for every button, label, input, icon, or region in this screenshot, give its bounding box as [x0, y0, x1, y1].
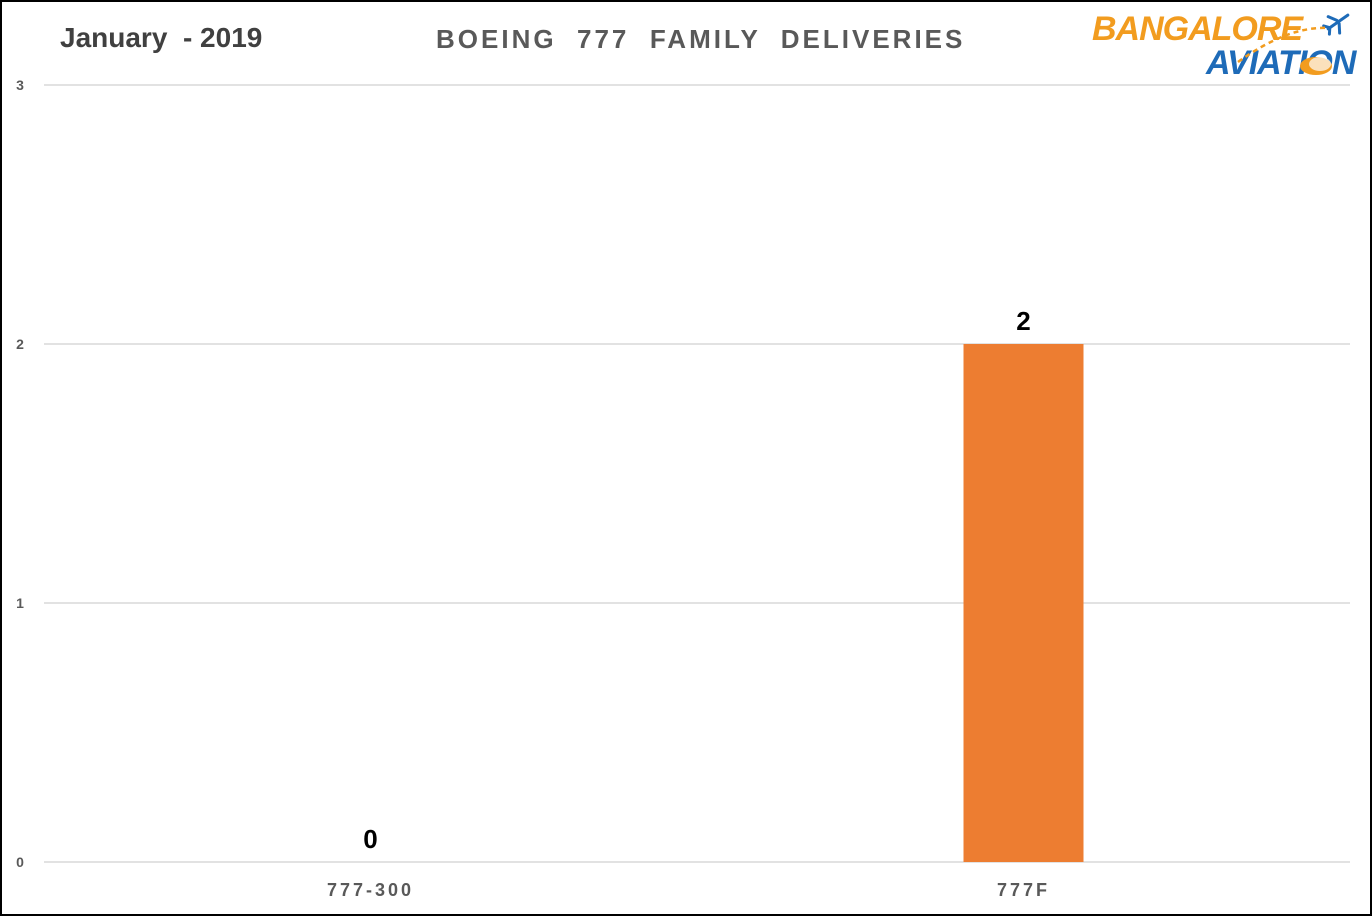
x-category-label: 777-300 [327, 880, 414, 900]
logo-line-2: AVIATION [1205, 44, 1358, 80]
y-tick-label: 2 [16, 336, 24, 352]
chart-title: BOEING 777 FAMILY DELIVERIES [436, 24, 966, 54]
bar [963, 344, 1084, 862]
cloud-icon [1300, 57, 1332, 75]
flight-path-icon [1237, 26, 1329, 64]
gridlines [44, 84, 1350, 863]
period-label: January - 2019 [60, 22, 263, 53]
data-labels: 02 [363, 306, 1030, 854]
brand-logo: BANGALORE AVIATION [1092, 10, 1359, 80]
data-label: 0 [363, 824, 377, 854]
y-tick-label: 0 [16, 854, 24, 870]
x-axis-category-labels: 777-300 777F [327, 880, 1050, 900]
y-tick-label: 3 [16, 77, 24, 93]
data-label: 2 [1016, 306, 1030, 336]
x-category-label: 777F [997, 880, 1050, 900]
y-tick-label: 1 [16, 595, 24, 611]
bars [963, 344, 1084, 862]
y-axis-tick-labels: 0 1 2 3 [16, 77, 24, 870]
airplane-icon [1322, 13, 1350, 36]
